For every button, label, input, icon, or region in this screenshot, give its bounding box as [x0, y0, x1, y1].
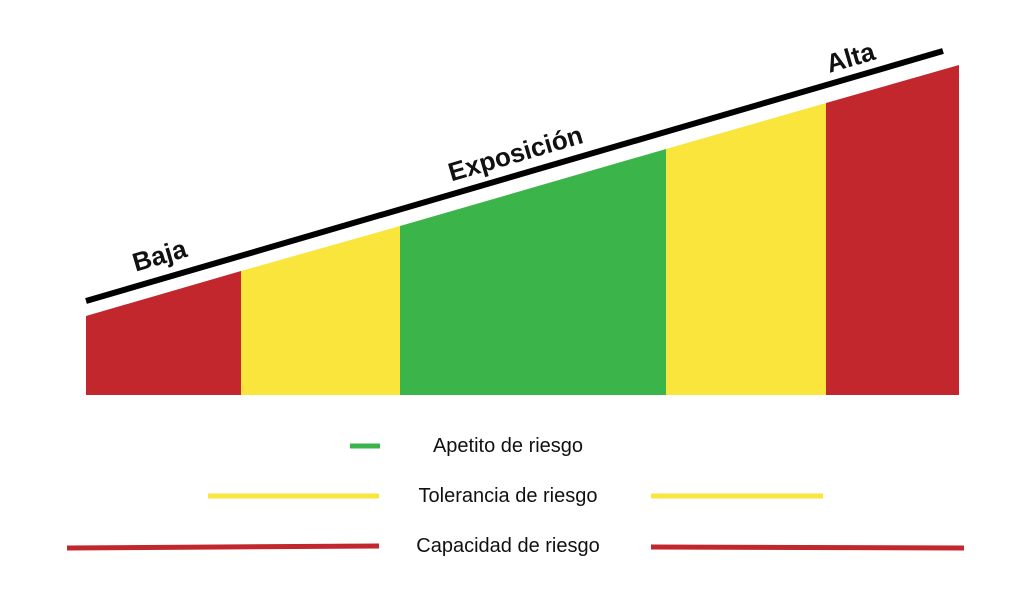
legend-label-tolerance: Tolerancia de riesgo — [419, 485, 598, 507]
legend-swatch-capacity-right — [650, 544, 965, 551]
exposure-slope-line — [85, 48, 944, 304]
band-tolerance-low — [241, 226, 400, 395]
band-tolerance-high — [666, 103, 826, 395]
band-appetite — [400, 149, 666, 395]
band-capacity-low — [86, 271, 241, 395]
band-group — [86, 65, 959, 395]
legend-label-appetite: Apetito de riesgo — [433, 435, 583, 457]
legend-swatch-capacity-left — [66, 543, 380, 551]
band-capacity-high — [826, 65, 959, 395]
legend: Apetito de riesgo Tolerancia de riesgo C… — [66, 435, 965, 557]
legend-label-capacity: Capacidad de riesgo — [416, 535, 599, 557]
